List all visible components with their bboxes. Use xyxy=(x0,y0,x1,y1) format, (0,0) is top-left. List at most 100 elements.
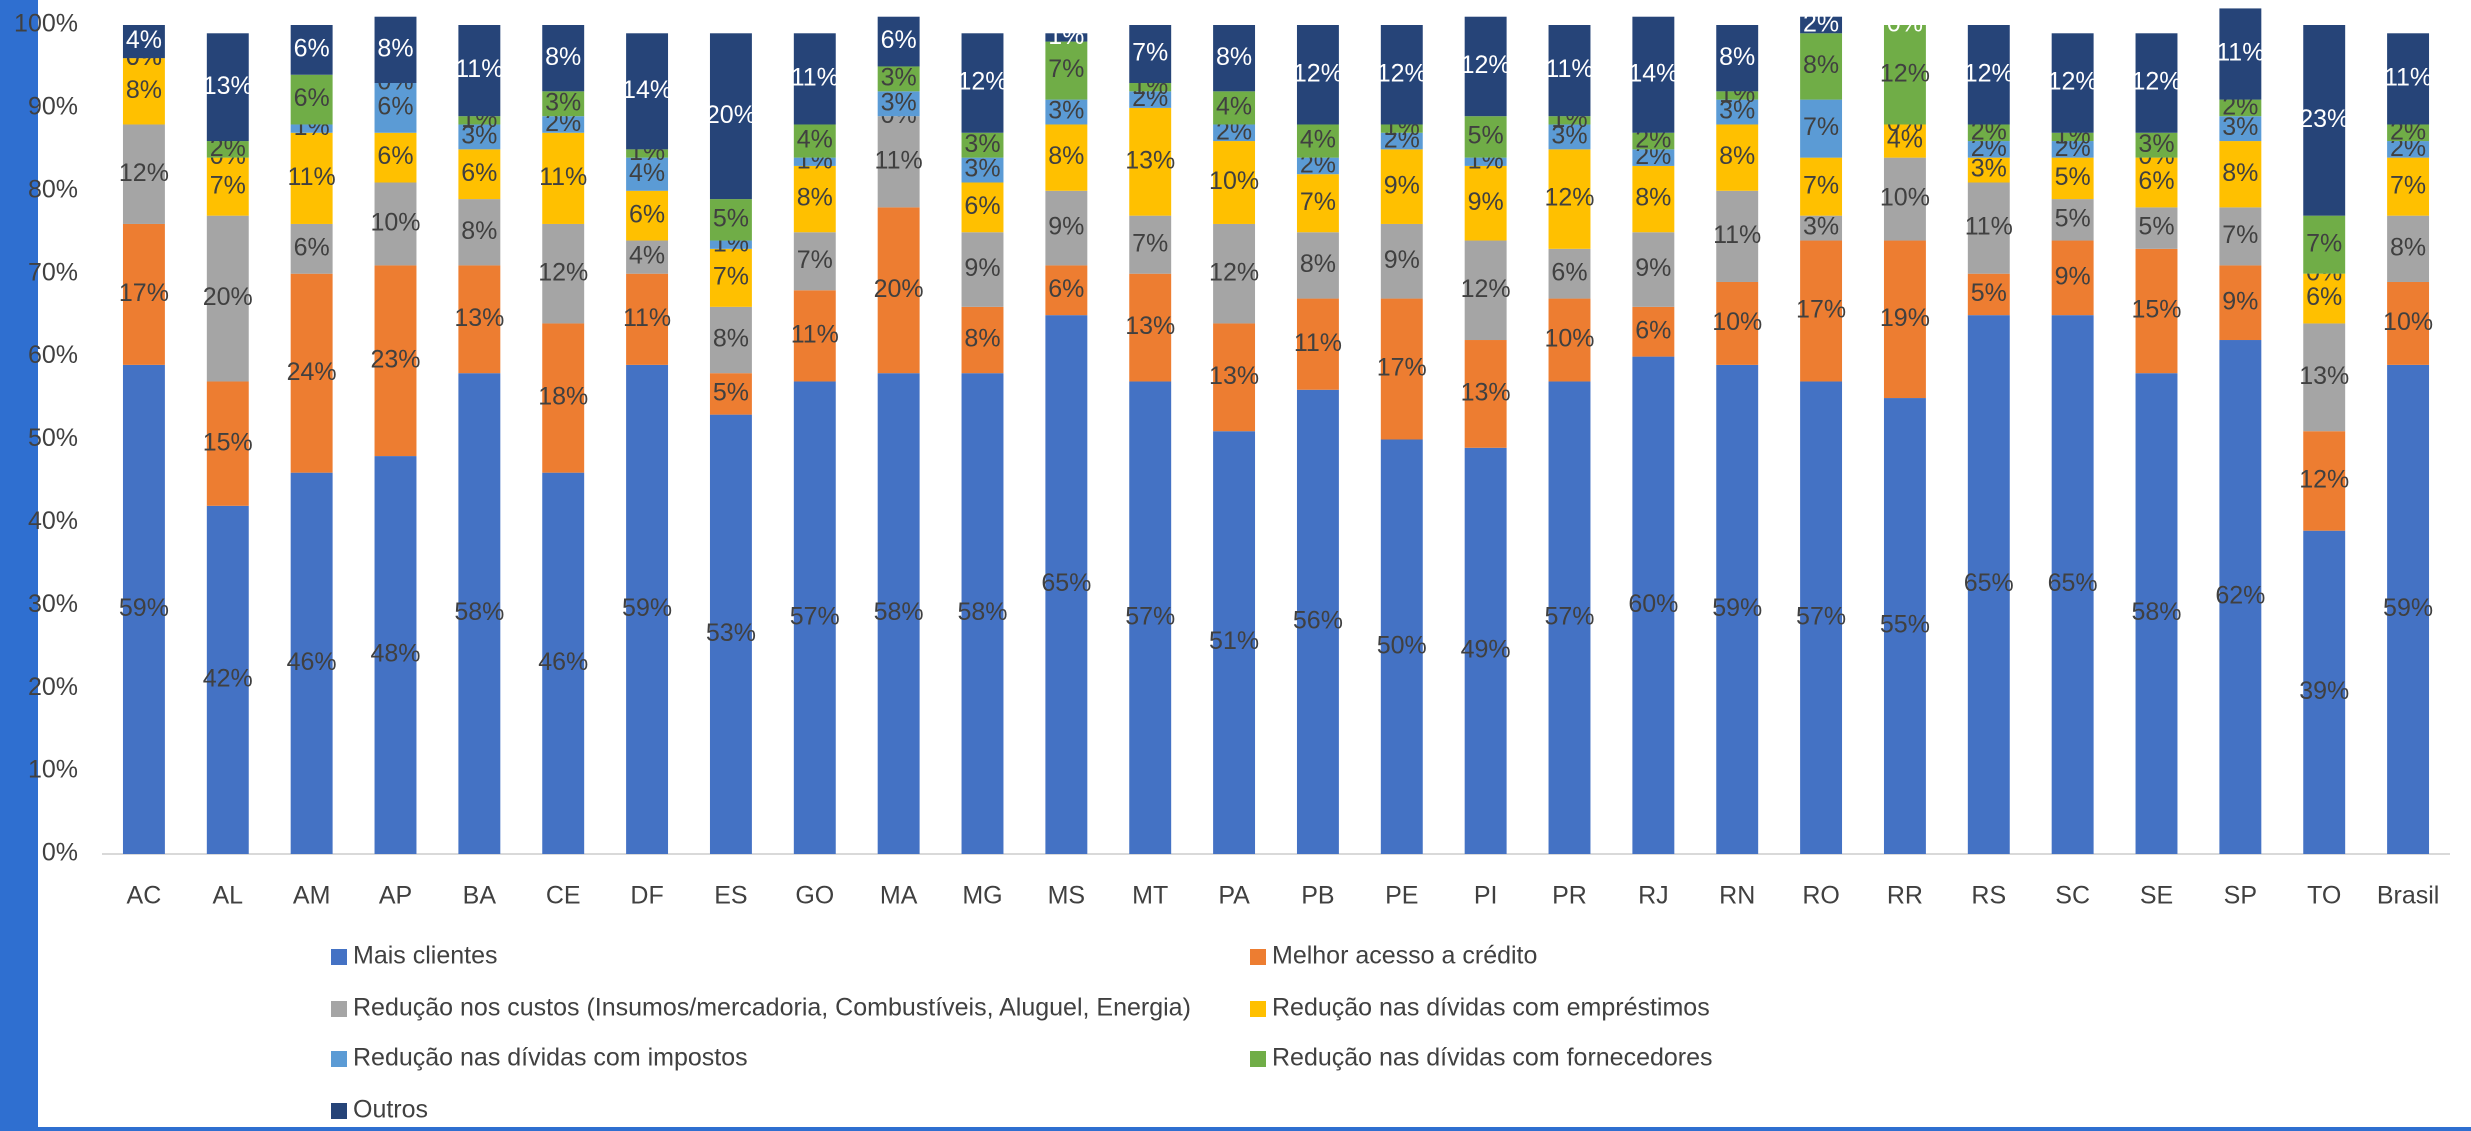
bar-segment xyxy=(1213,25,1256,92)
bar-segment xyxy=(793,290,836,382)
data-label: 8% xyxy=(1048,142,1084,170)
bar-segment xyxy=(374,456,417,854)
bar-segment xyxy=(1464,165,1507,241)
x-tick-label: ES xyxy=(714,882,747,910)
data-label: 6% xyxy=(2306,283,2342,311)
bar-segment xyxy=(2219,207,2262,266)
bar-segment xyxy=(1464,157,1507,166)
bar-segment xyxy=(2387,157,2430,216)
bar-segment xyxy=(1632,356,1675,854)
bar-segment xyxy=(2135,373,2178,854)
bar-segment xyxy=(1296,157,1339,175)
data-label: 13% xyxy=(1461,379,1511,407)
data-label: 3% xyxy=(2222,113,2258,141)
data-label: 6% xyxy=(294,233,330,261)
data-label: 7% xyxy=(713,262,749,290)
data-label: 12% xyxy=(2299,466,2349,494)
bar-segment xyxy=(2051,240,2094,316)
bar-segment xyxy=(961,33,1004,133)
legend-label: Redução nos custos (Insumos/mercadoria, … xyxy=(353,994,1191,1022)
bar-segment xyxy=(1548,25,1591,117)
data-label: 59% xyxy=(622,594,672,622)
bar-segment xyxy=(206,141,249,158)
data-label: 11% xyxy=(791,63,839,91)
bar-segment xyxy=(877,116,920,208)
data-label: 6% xyxy=(294,34,330,62)
bar-segment xyxy=(122,364,165,854)
x-tick-label: RO xyxy=(1802,882,1840,910)
bar-segment xyxy=(2135,207,2178,249)
data-label: 3% xyxy=(1551,122,1587,150)
data-label: 11% xyxy=(1965,213,2013,241)
data-label: 15% xyxy=(2131,296,2181,324)
bar-segment xyxy=(1380,439,1423,854)
legend-swatch xyxy=(331,949,347,965)
data-label: 5% xyxy=(2055,204,2091,232)
bar-segment xyxy=(206,33,249,142)
bar-segment xyxy=(793,381,836,854)
data-label: 4% xyxy=(1300,126,1336,154)
bar-segment xyxy=(1883,398,1926,854)
bar-segment xyxy=(961,182,1004,233)
legend-swatch xyxy=(331,1103,347,1119)
bar-segment xyxy=(877,91,920,117)
bar-segment xyxy=(1380,25,1423,125)
bar-segment xyxy=(1883,157,1926,241)
data-label: 58% xyxy=(2131,598,2181,626)
bar-segment xyxy=(2135,157,2178,208)
bar-segment xyxy=(961,157,1004,183)
bottom-edge xyxy=(38,1127,2471,1131)
bar-segment xyxy=(1380,223,1423,299)
bar-segment xyxy=(961,132,1004,158)
y-tick-label: 100% xyxy=(14,10,78,38)
data-label: 0% xyxy=(1887,10,1923,38)
data-label: 7% xyxy=(1803,113,1839,141)
bar-segment xyxy=(2219,116,2262,142)
bar-segment xyxy=(542,323,585,473)
bar-segment xyxy=(2135,33,2178,133)
data-label: 11% xyxy=(2384,63,2432,91)
data-label: 11% xyxy=(791,320,839,348)
x-tick-label: AP xyxy=(379,882,412,910)
data-label: 7% xyxy=(2390,171,2426,199)
data-label: 57% xyxy=(1796,602,1846,630)
bar-segment xyxy=(709,240,752,249)
bar-segment xyxy=(206,215,249,382)
data-label: 5% xyxy=(2138,213,2174,241)
bar-segment xyxy=(1045,124,1088,191)
data-label: 65% xyxy=(2048,569,2098,597)
data-label: 8% xyxy=(1719,43,1755,71)
bar-segment xyxy=(1883,124,1926,158)
bar-segment xyxy=(961,306,1004,374)
bar-segment xyxy=(1548,149,1591,249)
bar-segment xyxy=(1800,16,1843,34)
data-label: 3% xyxy=(545,88,581,116)
data-label: 12% xyxy=(1377,59,1427,87)
data-label: 46% xyxy=(538,648,588,676)
bar-segment xyxy=(2219,340,2262,854)
bar-segment xyxy=(374,265,417,457)
bar-segment xyxy=(1464,447,1507,854)
data-label: 7% xyxy=(1132,229,1168,257)
data-label: 58% xyxy=(874,598,924,626)
data-label: 65% xyxy=(1041,569,1091,597)
data-label: 8% xyxy=(1803,51,1839,79)
bar-segment xyxy=(2303,215,2346,274)
y-tick-label: 70% xyxy=(28,258,78,286)
data-label: 11% xyxy=(539,163,587,191)
bar-segment xyxy=(1380,149,1423,224)
y-tick-label: 60% xyxy=(28,341,78,369)
data-label: 17% xyxy=(1796,296,1846,324)
data-label: 2% xyxy=(1803,10,1839,38)
bar-segment xyxy=(1632,149,1675,166)
data-label: 11% xyxy=(1294,329,1342,357)
bar-segment xyxy=(1967,315,2010,854)
data-label: 4% xyxy=(1216,93,1252,121)
bar-segment xyxy=(1045,41,1088,100)
data-label: 6% xyxy=(1551,258,1587,286)
bar-segment xyxy=(709,306,752,374)
legend-label: Redução nas dívidas com empréstimos xyxy=(1272,994,1710,1022)
bar-segment xyxy=(626,364,669,854)
data-label: 20% xyxy=(706,101,756,129)
bar-segment xyxy=(1296,174,1339,233)
